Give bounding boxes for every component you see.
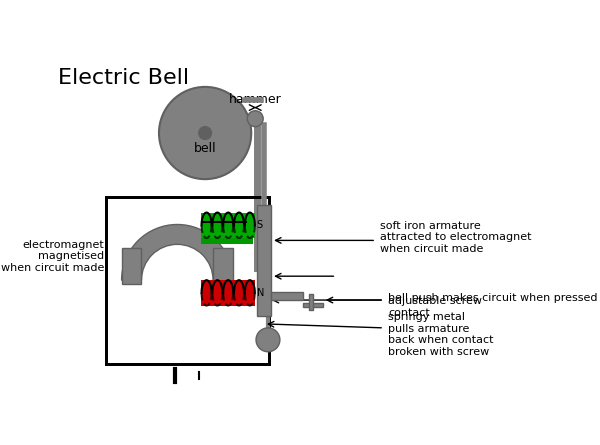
- Text: Electric Bell: Electric Bell: [58, 68, 189, 88]
- Text: adjustable screw
contact: adjustable screw contact: [388, 296, 482, 318]
- Text: N: N: [257, 288, 264, 298]
- Text: bell: bell: [194, 142, 217, 155]
- Text: soft iron armature
attracted to electromagnet
when circuit made: soft iron armature attracted to electrom…: [380, 221, 532, 254]
- Circle shape: [199, 127, 211, 139]
- Text: S: S: [257, 220, 263, 230]
- Text: hammer: hammer: [229, 93, 281, 106]
- Circle shape: [256, 328, 280, 352]
- Wedge shape: [122, 224, 233, 280]
- Bar: [303, 303, 323, 307]
- Text: springy metal
pulls armature
back when contact
broken with screw: springy metal pulls armature back when c…: [388, 312, 494, 357]
- Circle shape: [159, 87, 251, 179]
- Circle shape: [247, 111, 263, 127]
- Bar: [201, 280, 255, 306]
- Bar: [213, 248, 233, 284]
- Bar: [257, 205, 271, 316]
- Bar: [201, 213, 255, 238]
- Text: electromagnet
magnetised
when circuit made: electromagnet magnetised when circuit ma…: [1, 240, 104, 273]
- Bar: [106, 197, 269, 364]
- Text: bell push makes circuit when pressed: bell push makes circuit when pressed: [388, 293, 598, 303]
- Bar: [310, 295, 313, 311]
- Bar: [201, 221, 253, 244]
- Bar: [122, 248, 142, 284]
- Bar: [271, 292, 303, 300]
